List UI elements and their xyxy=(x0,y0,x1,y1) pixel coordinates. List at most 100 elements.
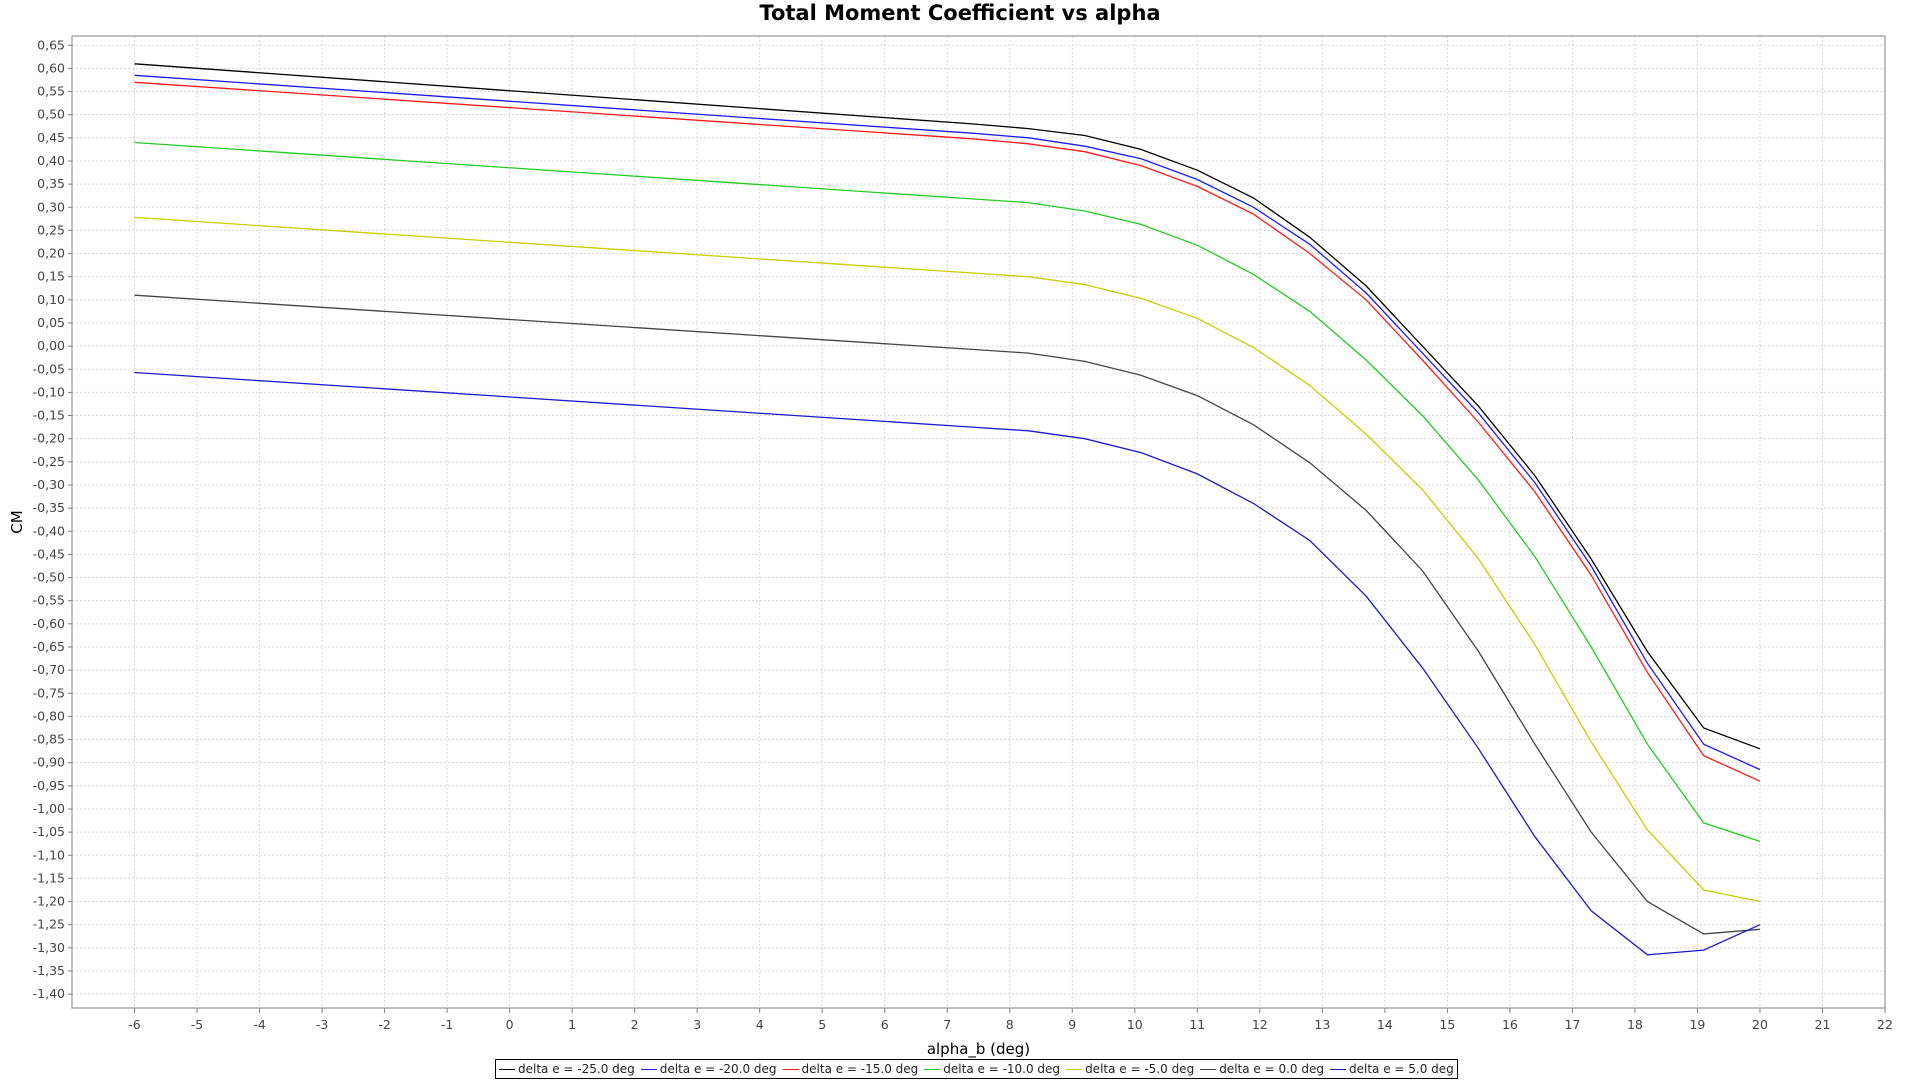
chart-title: Total Moment Coefficient vs alpha xyxy=(759,1,1161,25)
y-tick-label: -1,00 xyxy=(33,801,65,816)
y-tick-label: -0,40 xyxy=(33,523,65,538)
y-tick-label: 0,25 xyxy=(37,222,65,237)
series-line-2 xyxy=(134,74,1761,771)
y-tick-label: 0,15 xyxy=(37,269,65,284)
x-tick-label: 9 xyxy=(1068,1017,1076,1032)
legend-item-7: delta e = 5.0 deg xyxy=(1329,1062,1454,1076)
y-tick-label: 0,45 xyxy=(37,130,65,145)
x-tick-label: 22 xyxy=(1877,1017,1893,1032)
tick-layer: -6 -5 -4 -3 -2 -1 0 1 2 3 4 5 6 7 8 9 10 11 12 13 14 15 16 17 18… xyxy=(33,37,1893,1032)
legend-label: delta e = 5.0 deg xyxy=(1348,1062,1454,1076)
legend-swatch xyxy=(640,1068,657,1070)
series-line-7 xyxy=(134,371,1761,956)
x-tick-label: 20 xyxy=(1752,1017,1768,1032)
series-line-1 xyxy=(134,63,1761,750)
y-tick-label: -0,50 xyxy=(33,570,65,585)
x-tick-label: 21 xyxy=(1815,1017,1831,1032)
x-tick-label: 2 xyxy=(631,1017,639,1032)
x-tick-label: -4 xyxy=(253,1017,266,1032)
series-layer xyxy=(134,63,1761,956)
x-tick-label: 16 xyxy=(1502,1017,1518,1032)
x-tick-label: 18 xyxy=(1627,1017,1643,1032)
y-tick-label: -1,30 xyxy=(33,940,65,955)
y-tick-label: -0,80 xyxy=(33,708,65,723)
y-axis-title: CM xyxy=(8,510,26,533)
y-tick-label: -1,35 xyxy=(33,963,65,978)
x-tick-label: 0 xyxy=(506,1017,514,1032)
y-tick-label: 0,00 xyxy=(37,338,65,353)
y-tick-label: -0,65 xyxy=(33,639,65,654)
y-tick-label: -0,15 xyxy=(33,408,65,423)
grid-layer xyxy=(72,36,1886,1008)
legend-label: delta e = 0.0 deg xyxy=(1219,1062,1324,1076)
plot-frame xyxy=(71,35,1886,1009)
y-tick-label: -0,90 xyxy=(33,755,65,770)
legend-swatch xyxy=(1329,1068,1346,1070)
x-tick-label: 14 xyxy=(1377,1017,1393,1032)
legend-swatch xyxy=(1066,1068,1083,1070)
x-tick-label: 5 xyxy=(818,1017,826,1032)
x-tick-label: 3 xyxy=(693,1017,701,1032)
legend-item-1: delta e = -25.0 deg xyxy=(499,1062,635,1076)
series-line-3 xyxy=(134,81,1761,782)
x-tick-label: 7 xyxy=(943,1017,951,1032)
y-tick-label: -0,35 xyxy=(33,500,65,515)
x-tick-label: 10 xyxy=(1127,1017,1143,1032)
legend-swatch xyxy=(782,1068,799,1070)
series-line-5 xyxy=(134,216,1761,903)
y-tick-label: -0,70 xyxy=(33,662,65,677)
x-tick-label: -3 xyxy=(316,1017,328,1032)
x-tick-label: 1 xyxy=(568,1017,576,1032)
legend-label: delta e = -25.0 deg xyxy=(518,1062,635,1076)
y-tick-label: 0,60 xyxy=(37,60,65,75)
x-tick-label: 11 xyxy=(1189,1017,1205,1032)
legend-swatch xyxy=(499,1068,515,1070)
x-tick-label: 6 xyxy=(881,1017,889,1032)
y-tick-label: -0,95 xyxy=(33,778,65,793)
x-tick-label: 12 xyxy=(1252,1017,1268,1032)
y-tick-label: 0,30 xyxy=(37,199,65,214)
legend-label: delta e = -5.0 deg xyxy=(1085,1062,1195,1076)
legend-swatch xyxy=(1200,1068,1217,1070)
legend-item-6: delta e = 0.0 deg xyxy=(1200,1062,1324,1076)
y-tick-label: -0,30 xyxy=(33,477,65,492)
y-tick-label: 0,65 xyxy=(37,37,65,52)
series-line-6 xyxy=(134,294,1761,935)
y-tick-label: -0,85 xyxy=(33,732,65,747)
legend-item-2: delta e = -20.0 deg xyxy=(640,1062,777,1076)
legend-label: delta e = -10.0 deg xyxy=(943,1062,1061,1076)
y-tick-label: -0,25 xyxy=(33,454,65,469)
x-tick-label: -2 xyxy=(378,1017,390,1032)
y-tick-label: 0,05 xyxy=(37,315,65,330)
x-tick-label: 17 xyxy=(1564,1017,1580,1032)
legend-item-4: delta e = -10.0 deg xyxy=(924,1062,1060,1076)
y-tick-label: 0,55 xyxy=(37,84,65,99)
legend-swatch xyxy=(924,1068,941,1070)
x-tick-label: -5 xyxy=(191,1017,203,1032)
x-tick-label: 8 xyxy=(1006,1017,1014,1032)
legend-item-5: delta e = -5.0 deg xyxy=(1066,1062,1194,1076)
series-line-4 xyxy=(134,141,1761,843)
legend: delta e = -25.0 deg delta e = -20.0 deg de… xyxy=(495,1059,1458,1079)
legend-label: delta e = -20.0 deg xyxy=(659,1062,777,1076)
y-tick-label: -0,75 xyxy=(33,685,65,700)
x-tick-label: 15 xyxy=(1439,1017,1455,1032)
y-tick-label: 0,35 xyxy=(37,176,65,191)
legend-label: delta e = -15.0 deg xyxy=(801,1062,919,1076)
y-tick-label: 0,10 xyxy=(37,292,65,307)
y-tick-label: 0,40 xyxy=(37,153,65,168)
x-tick-label: 19 xyxy=(1689,1017,1705,1032)
y-tick-label: -1,05 xyxy=(33,824,65,839)
y-tick-label: 0,50 xyxy=(37,107,65,122)
legend-item-3: delta e = -15.0 deg xyxy=(782,1062,919,1076)
y-tick-label: -1,15 xyxy=(33,870,65,885)
y-tick-label: -0,10 xyxy=(33,384,65,399)
y-tick-label: -0,60 xyxy=(33,616,65,631)
y-tick-label: -0,45 xyxy=(33,546,65,561)
x-tick-label: -1 xyxy=(441,1017,453,1032)
y-tick-label: -1,40 xyxy=(33,986,65,1001)
y-tick-label: -1,10 xyxy=(33,847,65,862)
y-tick-label: -1,20 xyxy=(33,894,65,909)
x-axis-title: alpha_b (deg) xyxy=(927,1040,1030,1059)
